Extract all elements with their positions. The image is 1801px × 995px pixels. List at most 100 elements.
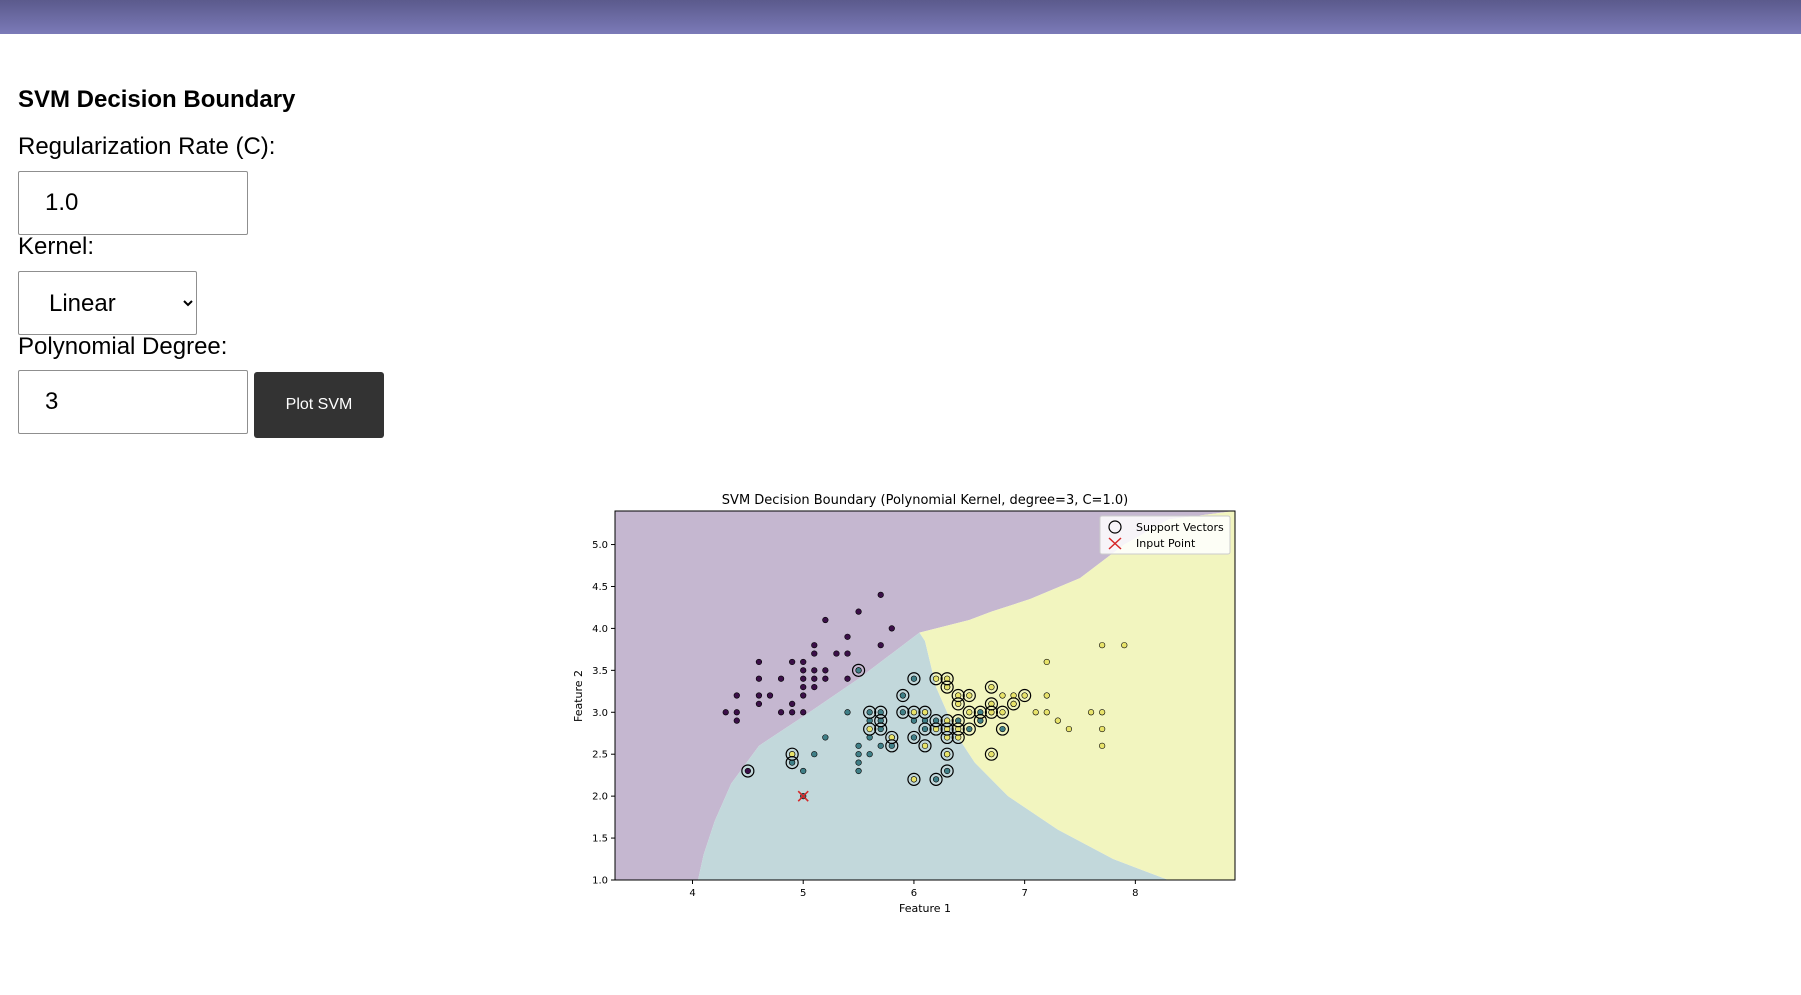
data-point-class-0 (844, 633, 851, 640)
support-vector-ring (885, 730, 899, 745)
data-point-class-0 (877, 642, 884, 649)
data-point-class-0 (811, 675, 818, 682)
legend-support-vectors: Support Vectors (1136, 521, 1224, 534)
data-point-class-2 (910, 709, 918, 716)
c-input[interactable] (18, 171, 248, 235)
y-tick-label: 3.0 (592, 708, 608, 719)
support-vector-ring (929, 722, 943, 736)
data-point-class-0 (844, 675, 851, 682)
support-vector-ring (984, 705, 999, 719)
support-vector-ring (1018, 688, 1032, 703)
data-point-class-2 (910, 776, 918, 783)
data-point-class-2 (988, 751, 995, 758)
plot-svm-button[interactable]: Plot SVM (254, 372, 384, 438)
x-axis-label: Feature 1 (899, 902, 951, 915)
data-point-class-1 (910, 675, 918, 682)
support-vector-ring (907, 772, 921, 786)
data-point-class-0 (800, 692, 807, 699)
data-point-class-2 (966, 709, 973, 716)
y-tick-label: 3.5 (592, 666, 608, 677)
data-point-class-2 (921, 709, 929, 716)
data-point-class-0 (822, 667, 829, 674)
legend-box (1099, 515, 1231, 555)
data-point-class-0 (755, 700, 763, 707)
data-point-class-0 (800, 667, 807, 674)
support-vector-ring (874, 722, 888, 736)
support-vector-ring (940, 764, 954, 778)
data-point-class-2 (1087, 709, 1095, 716)
data-point-class-2 (966, 692, 973, 699)
data-point-class-1 (899, 692, 906, 699)
y-tick-label: 1.5 (592, 834, 608, 845)
data-point-class-0 (733, 709, 740, 716)
support-vector-ring (863, 705, 877, 719)
data-point-class-2 (1043, 692, 1050, 699)
c-label: Regularization Rate (C): (18, 133, 276, 160)
x-tick-label: 4 (689, 888, 695, 899)
data-point-class-0 (755, 675, 763, 682)
y-tick-label: 2.5 (592, 750, 608, 761)
data-point-class-0 (811, 642, 818, 649)
support-vector-ring (951, 697, 965, 711)
support-vector-ring (973, 714, 987, 728)
support-vectors (741, 663, 1032, 786)
data-point-class-0 (733, 692, 740, 699)
kernel-select[interactable]: Linear (18, 271, 197, 335)
support-vector-ring (929, 714, 943, 728)
data-point-class-1 (932, 776, 940, 783)
input-point (797, 790, 809, 802)
page-title: SVM Decision Boundary (18, 86, 296, 113)
svm-chart: SVM Decision Boundary (Polynomial Kernel… (572, 493, 1236, 915)
data-point-class-2 (988, 684, 995, 691)
data-point-class-1 (822, 734, 829, 741)
degree-label: Polynomial Degree: (18, 333, 228, 360)
data-point-class-0 (811, 684, 818, 691)
data-point-class-0 (822, 675, 829, 682)
decision-region (615, 511, 1235, 880)
support-vector-ring (896, 688, 910, 703)
data-point-class-1 (999, 725, 1006, 733)
data-point-class-2 (1010, 700, 1017, 707)
support-vector-legend-icon (1108, 520, 1122, 534)
support-vector-ring (984, 747, 999, 761)
data-point-class-1 (921, 725, 929, 733)
support-vector-ring (918, 705, 932, 719)
data-point-class-1 (855, 759, 862, 766)
data-point-class-0 (777, 709, 785, 716)
support-vector-ring (896, 705, 910, 719)
input-point-marker (797, 790, 809, 802)
y-tick-label: 2.0 (592, 792, 608, 803)
data-point-class-1 (966, 725, 973, 733)
data-point-class-0 (789, 700, 796, 707)
data-point-class-1 (866, 751, 873, 758)
degree-input[interactable] (18, 370, 248, 434)
input-point-legend-icon (1108, 537, 1122, 550)
support-vector-ring (940, 672, 954, 686)
y-axis-ticks: 1.0 1.5 2.0 2.5 3.0 3.5 4.0 4.5 5.0 (592, 540, 615, 887)
support-vector-ring (951, 714, 965, 728)
x-tick-label: 7 (1021, 888, 1027, 899)
support-vector-ring (929, 772, 943, 786)
data-point-class-1 (855, 767, 862, 775)
data-point-class-0 (800, 709, 807, 716)
data-point-class-1 (800, 767, 807, 775)
data-point-class-2 (944, 751, 951, 758)
support-vector-ring (940, 722, 954, 736)
support-vector-ring (940, 714, 954, 728)
support-vector-ring (973, 705, 987, 719)
support-vector-ring (907, 672, 921, 686)
y-tick-label: 4.5 (592, 582, 608, 593)
data-point-class-0 (766, 692, 774, 699)
support-vector-ring (907, 705, 921, 719)
support-vector-ring (885, 739, 899, 753)
data-point-class-0 (855, 608, 862, 615)
support-vector-ring (962, 688, 976, 703)
x-axis-ticks: 4 5 6 7 8 (689, 880, 1139, 899)
data-point-class-2 (1099, 725, 1106, 733)
y-tick-label: 1.0 (592, 876, 608, 887)
data-point-class-1 (811, 751, 818, 758)
x-tick-label: 5 (800, 888, 806, 899)
data-point-class-0 (800, 684, 807, 691)
support-vector-ring (951, 730, 965, 745)
support-vector-ring (962, 705, 976, 719)
